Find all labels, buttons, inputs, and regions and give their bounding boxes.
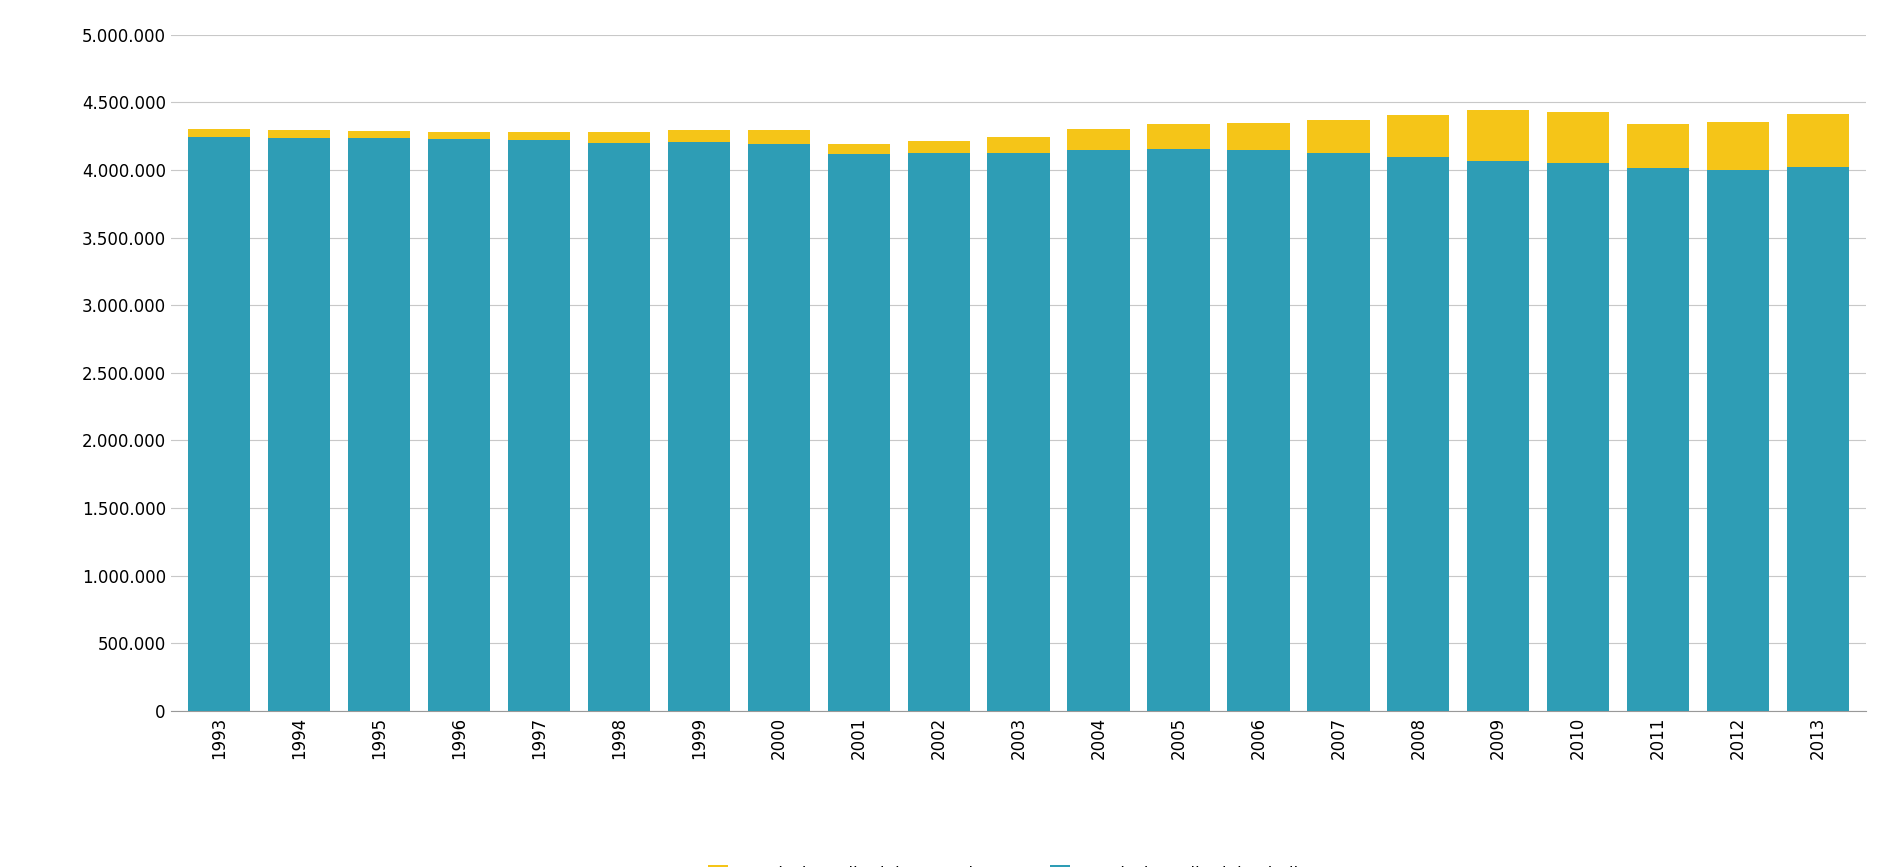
Bar [1706,170,1769,711]
Bar [1786,114,1849,167]
Bar [508,140,569,711]
Bar [1308,121,1369,153]
Bar [908,140,969,153]
Bar [188,129,251,136]
Bar [828,153,889,711]
Bar [828,144,889,153]
Bar [988,137,1049,153]
Bar [1786,167,1849,711]
Bar [508,132,569,140]
Bar [428,139,491,711]
Bar [428,132,491,139]
Bar [1546,112,1609,163]
Bar [668,142,729,711]
Bar [1706,121,1769,170]
Bar [348,131,411,138]
Bar [588,143,649,711]
Bar [588,133,649,143]
Bar [748,144,809,711]
Bar [908,153,969,711]
Bar [1148,124,1209,149]
Bar [668,130,729,142]
Bar [1068,128,1129,150]
Bar [988,153,1049,711]
Bar [1308,153,1369,711]
Bar [1388,158,1449,711]
Bar [268,139,331,711]
Bar [1468,160,1529,711]
Bar [348,138,411,711]
Bar [1068,150,1129,711]
Legend: Popolazione di origine straniera, Popolazione di origine italiana: Popolazione di origine straniera, Popola… [701,857,1337,867]
Bar [268,130,331,139]
Bar [188,136,251,711]
Bar [1626,168,1689,711]
Bar [1148,149,1209,711]
Bar [1228,123,1289,150]
Bar [1626,124,1689,168]
Bar [1388,115,1449,158]
Bar [748,130,809,144]
Bar [1468,110,1529,160]
Bar [1228,150,1289,711]
Bar [1546,163,1609,711]
